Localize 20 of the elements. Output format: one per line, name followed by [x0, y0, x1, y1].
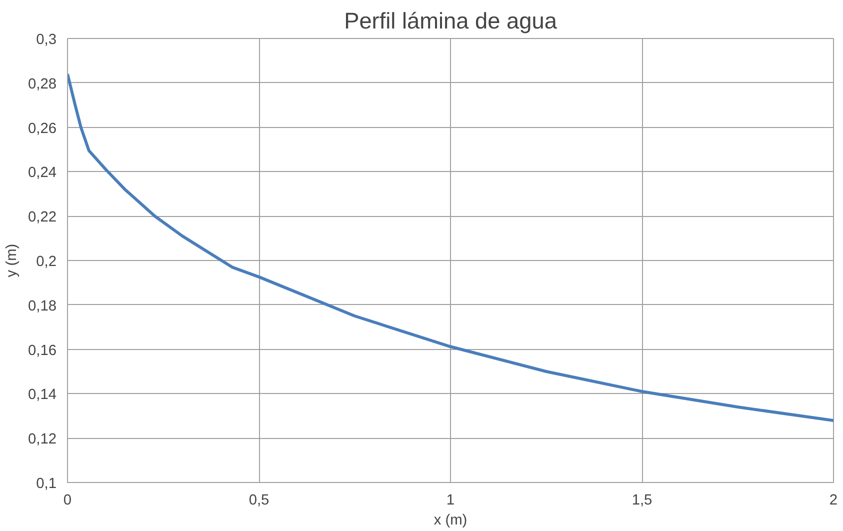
y-tick-label: 0,1 — [36, 476, 56, 492]
y-tick-label: 0,3 — [36, 32, 56, 48]
y-tick-label: 0,26 — [28, 120, 57, 137]
x-tick-label: 0,5 — [248, 492, 270, 508]
y-tick-label: 0,22 — [28, 210, 57, 226]
x-axis-title: x (m) — [434, 512, 468, 528]
y-tick-label: 0,28 — [28, 76, 57, 92]
y-tick-label: 0,12 — [28, 432, 57, 448]
x-tick-label: 2 — [829, 492, 838, 508]
y-tick-label: 0,24 — [28, 165, 57, 182]
y-tick-label: 0,18 — [28, 298, 57, 314]
x-tick-label: 1,5 — [632, 492, 652, 508]
x-tick-label: 0 — [63, 492, 72, 508]
y-tick-label: 0,14 — [28, 387, 57, 404]
chart-title: Perfil lámina de agua — [344, 8, 558, 34]
x-tick-label: 1 — [446, 492, 455, 508]
y-tick-label: 0,16 — [28, 342, 57, 359]
y-tick-label: 0,2 — [36, 254, 56, 270]
y-axis-title: y (m) — [4, 244, 20, 278]
line-series — [68, 72, 834, 422]
